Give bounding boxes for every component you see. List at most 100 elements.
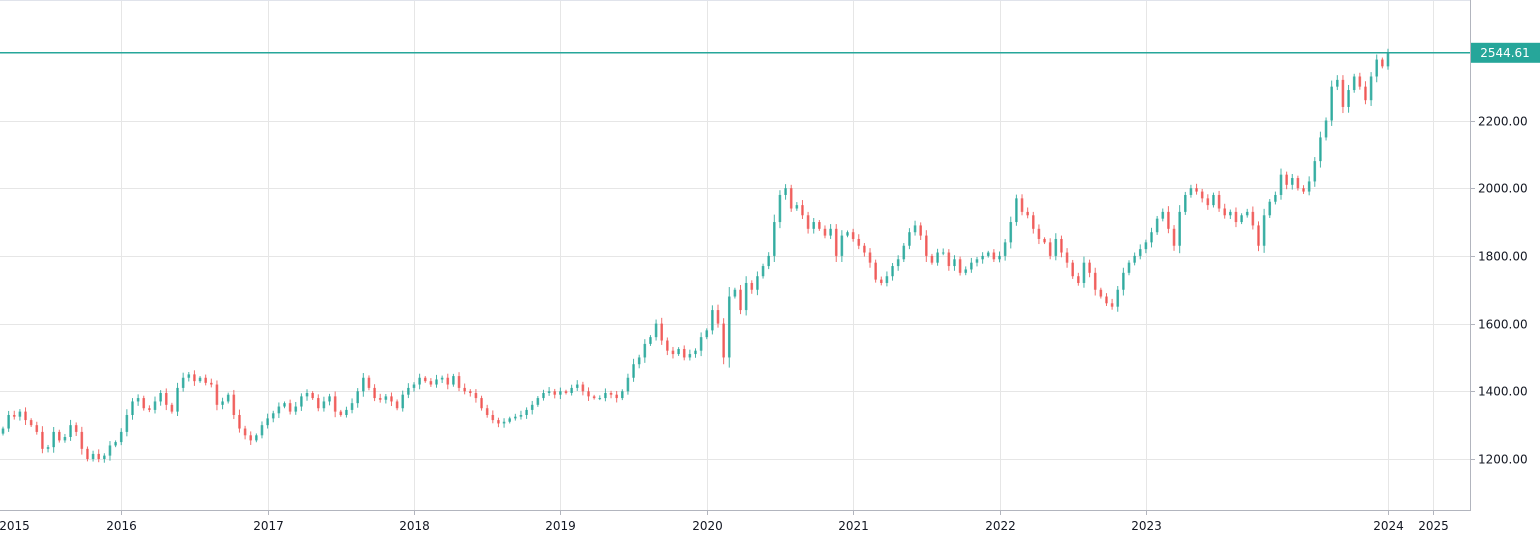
candle [440, 375, 444, 384]
candle [1352, 73, 1356, 93]
candle-body [868, 252, 872, 263]
candle-body [1, 428, 5, 434]
candle [142, 395, 146, 411]
price-axis[interactable]: 1200.00 1400.00 1600.00 1800.00 2000.00 2200.… [1470, 115, 1528, 467]
candle [300, 393, 303, 411]
candle-body [840, 235, 844, 256]
candle-body [103, 455, 106, 459]
candle-body [170, 404, 174, 412]
candle-body [131, 401, 134, 415]
candle [215, 380, 219, 411]
candle-body [1336, 79, 1339, 87]
candle-body [74, 425, 78, 432]
candle-body [508, 418, 511, 422]
candle-body [345, 409, 348, 415]
candle [108, 441, 112, 461]
candle [677, 347, 680, 356]
candle [570, 384, 573, 396]
candle-body [1088, 262, 1091, 273]
candle [896, 255, 900, 271]
candle-body [1077, 276, 1080, 283]
candle [1184, 191, 1187, 215]
candle [688, 349, 692, 361]
candle [1330, 80, 1333, 126]
candle-body [795, 205, 799, 209]
candle [1020, 194, 1024, 216]
candle [1189, 184, 1193, 198]
candle-body [80, 431, 84, 449]
candle [834, 224, 838, 262]
candle-body [1274, 194, 1277, 202]
candle [153, 396, 157, 414]
candle [378, 393, 382, 403]
candle [1161, 208, 1165, 222]
candle-body [1060, 238, 1063, 253]
candle [604, 388, 607, 402]
candle [519, 410, 523, 420]
candle-body [1341, 79, 1345, 107]
candle-body [463, 387, 466, 392]
candle-body [1150, 232, 1153, 243]
candle-body [435, 379, 438, 385]
candle-body [362, 377, 365, 392]
candle-body [801, 205, 804, 216]
candle [919, 222, 922, 240]
candle-body [621, 391, 624, 399]
candle-body [857, 238, 861, 246]
candle [632, 358, 635, 382]
candle-body [1375, 59, 1379, 77]
candle [502, 418, 506, 428]
candle-body [1229, 211, 1232, 216]
candle-body [271, 413, 275, 419]
candle-body [1026, 211, 1029, 216]
candle-body [24, 411, 27, 421]
candle [1347, 84, 1350, 113]
candle [204, 374, 207, 386]
candle [485, 404, 489, 418]
candle-body [418, 377, 421, 385]
time-axis[interactable]: 2015 2016 2017 2018 2019 2020 2021 2022 2023 2024… [0, 510, 1449, 533]
candle [1031, 211, 1035, 234]
candle-body [750, 282, 754, 290]
candle-body [1093, 272, 1097, 290]
candle [716, 304, 720, 328]
candle [587, 387, 590, 401]
candle [181, 372, 185, 392]
candle [1200, 188, 1204, 203]
candle [260, 421, 264, 439]
candle-body [1251, 211, 1255, 226]
candle-body [953, 259, 956, 267]
candle-body [559, 391, 562, 395]
candle-body [587, 391, 590, 397]
candle [249, 431, 253, 445]
candle [1245, 208, 1249, 218]
candle [193, 370, 196, 386]
candle-body [885, 276, 889, 283]
candle-body [677, 348, 680, 355]
candle [125, 409, 129, 437]
candle-body [204, 377, 207, 383]
candle [514, 413, 517, 421]
candle [7, 410, 10, 432]
candle [1240, 213, 1243, 225]
y-tick-label: 1600.00 [1478, 318, 1528, 332]
candle [1285, 171, 1288, 190]
candle [69, 419, 72, 441]
candle [468, 389, 472, 397]
candle [356, 388, 359, 408]
candle-body [525, 409, 528, 415]
candle [63, 433, 67, 443]
candle-body [970, 262, 973, 270]
candle-body [637, 357, 641, 365]
candle-body [176, 387, 179, 412]
candle-body [1386, 52, 1390, 67]
candle-body [936, 252, 939, 263]
candle-body [232, 394, 236, 415]
candle [699, 332, 703, 357]
candle [418, 373, 421, 390]
candle [559, 387, 562, 400]
candle-body [739, 289, 742, 311]
candle-body [181, 377, 185, 388]
candle-body [1262, 215, 1266, 246]
